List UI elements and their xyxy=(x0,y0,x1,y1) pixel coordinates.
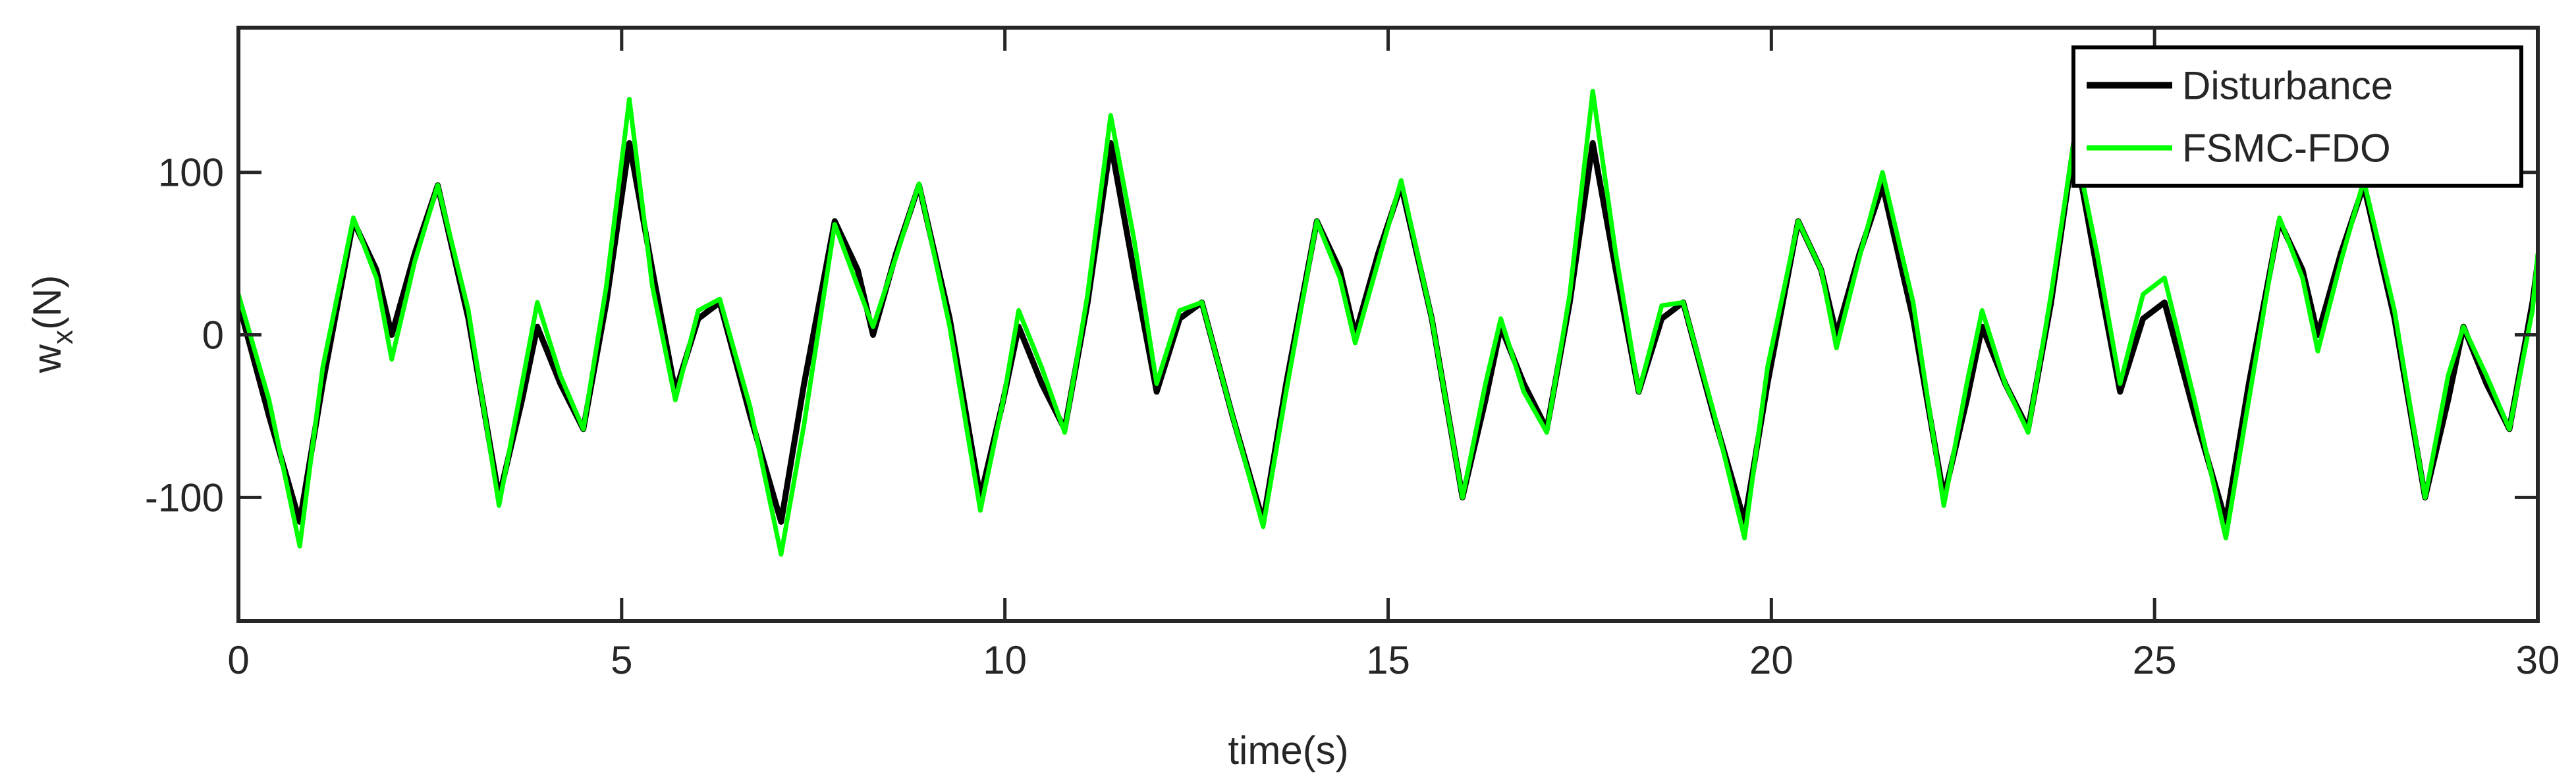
x-tick-label: 20 xyxy=(1749,638,1794,682)
legend-label: FSMC-FDO xyxy=(2182,126,2391,171)
y-label-rest: (N) xyxy=(25,275,69,330)
x-tick-label: 10 xyxy=(983,638,1027,682)
y-axis-label: wx(N) xyxy=(25,275,79,374)
legend-box xyxy=(2071,45,2523,188)
y-label-main: w xyxy=(25,344,69,373)
x-tick-label: 5 xyxy=(611,638,632,682)
y-label-sub: x xyxy=(47,330,79,344)
legend-label: Disturbance xyxy=(2182,64,2393,108)
x-tick-label: 15 xyxy=(1366,638,1410,682)
y-tick-label: -100 xyxy=(145,475,224,520)
axes-box xyxy=(236,26,2540,623)
y-tick-label: 0 xyxy=(202,313,224,358)
x-tick-label: 25 xyxy=(2133,638,2177,682)
x-tick-label: 30 xyxy=(2516,638,2560,682)
x-tick-label: 0 xyxy=(227,638,249,682)
y-tick-label: 100 xyxy=(158,151,224,195)
data-line xyxy=(238,88,2538,557)
x-axis-label: time(s) xyxy=(1228,728,1348,772)
